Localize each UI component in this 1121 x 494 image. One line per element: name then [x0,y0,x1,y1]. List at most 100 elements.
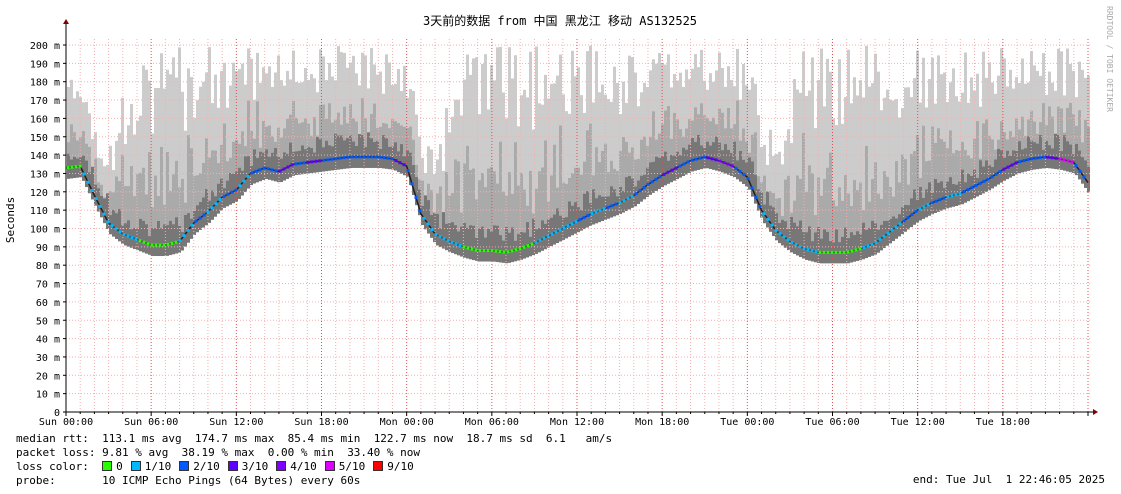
smoke-dark-column [307,146,310,174]
smoke-mid-column [511,193,514,259]
smoke-light-column [139,115,142,230]
median-point [314,159,318,163]
smoke-light-column [532,129,535,234]
median-rtt-stats: median rtt: 113.1 ms avg 174.7 ms max 85… [16,432,613,445]
median-point [66,166,70,170]
smoke-light-column [466,54,469,237]
smoke-mid-column [175,160,178,250]
median-point [258,168,262,172]
median-point [574,220,578,224]
smoke-dark-column [469,225,472,260]
smoke-dark-column [1063,135,1066,171]
smoke-dark-column [328,145,331,171]
smoke-light-column [970,77,973,178]
loss-color-entry: 9/10 [373,460,414,473]
smoke-light-column [763,144,766,202]
smoke-mid-column [586,130,589,224]
smoke-mid-column [640,139,643,198]
smoke-mid-column [1084,119,1087,185]
smoke-mid-column [514,142,517,258]
smoke-light-column [862,97,865,238]
smoke-mid-column [571,173,574,232]
probe-info: probe: 10 ICMP Echo Pings (64 Bytes) eve… [16,474,361,487]
smoke-dark-column [343,140,346,169]
x-tick-label: Sun 00:00 [39,417,93,428]
smoke-mid-column [187,135,190,240]
median-point [926,203,930,207]
median-point [878,237,882,241]
smoke-light-column [721,67,724,151]
smoke-dark-column [505,226,508,264]
median-point [246,174,250,178]
smoke-light-column [529,51,532,235]
smoke-mid-column [943,141,946,206]
loss-color-label: 2/10 [193,460,220,473]
smoke-light-column [406,97,409,155]
smoke-light-column [616,82,619,194]
smoke-dark-column [1066,141,1069,172]
smoke-light-column [436,159,439,224]
median-point [550,232,554,236]
median-point [914,209,918,213]
smoke-light-column [511,78,514,241]
smoke-light-column [940,74,943,189]
smoke-dark-column [436,214,439,246]
median-point [762,212,766,216]
smoke-dark-column [619,186,622,215]
smoke-mid-column [457,161,460,252]
median-point [538,238,542,242]
smoke-dark-column [781,219,784,246]
smoke-light-column [1027,82,1030,149]
loss-color-entry: 5/10 [324,460,365,473]
loss-color-entries: 0 1/10 2/10 3/10 4/10 5/10 9/10 [102,460,422,473]
smoke-light-column [919,102,922,199]
smoke-light-column [100,158,103,196]
smoke-dark-column [565,217,568,239]
smoke-dark-column [259,151,262,182]
smoke-dark-column [547,219,550,248]
loss-color-legend: loss color: 0 1/10 2/10 3/10 4/10 5/10 9/10 [16,460,422,473]
smoke-light-column [331,76,334,149]
median-point [870,242,874,246]
smoke-dark-column [805,232,808,260]
median-point [154,243,158,247]
smoke-light-column [598,92,601,201]
smoke-light-column [601,84,604,200]
median-point [390,157,394,161]
y-tick-label: 20 m [36,371,60,382]
smoke-dark-column [232,173,235,204]
loss-color-entry: 0 [102,460,123,473]
smoke-dark-column [373,142,376,168]
smoke-light-column [739,99,742,160]
smoke-mid-column [295,117,298,172]
smoke-mid-column [802,133,805,255]
smoke-mid-column [349,104,352,165]
loss-color-label: 4/10 [290,460,317,473]
smoke-mid-column [913,151,916,222]
median-point [890,228,894,232]
smoke-light-column [904,87,907,210]
smoke-mid-column [1051,116,1054,165]
smoke-light-column [235,70,238,180]
smoke-dark-column [418,189,421,216]
smoke-dark-column [727,149,730,175]
smoke-mid-column [703,115,706,165]
smoke-light-column [709,73,712,148]
smoke-mid-column [754,132,757,200]
smoke-light-column [352,55,355,146]
median-point [430,228,434,232]
smoke-dark-column [118,208,121,242]
smoke-mid-column [475,199,478,258]
smoke-light-column [1081,69,1084,162]
smoke-dark-column [1069,144,1072,173]
smoke-light-column [907,87,910,208]
smoke-mid-column [736,100,739,176]
median-point [894,225,898,229]
median-point [310,160,314,164]
smoke-mid-column [811,173,814,258]
smoke-light-column [682,86,685,155]
median-point [658,175,662,179]
smoke-light-column [505,118,508,242]
median-point [102,212,106,216]
smoke-dark-column [493,225,496,262]
